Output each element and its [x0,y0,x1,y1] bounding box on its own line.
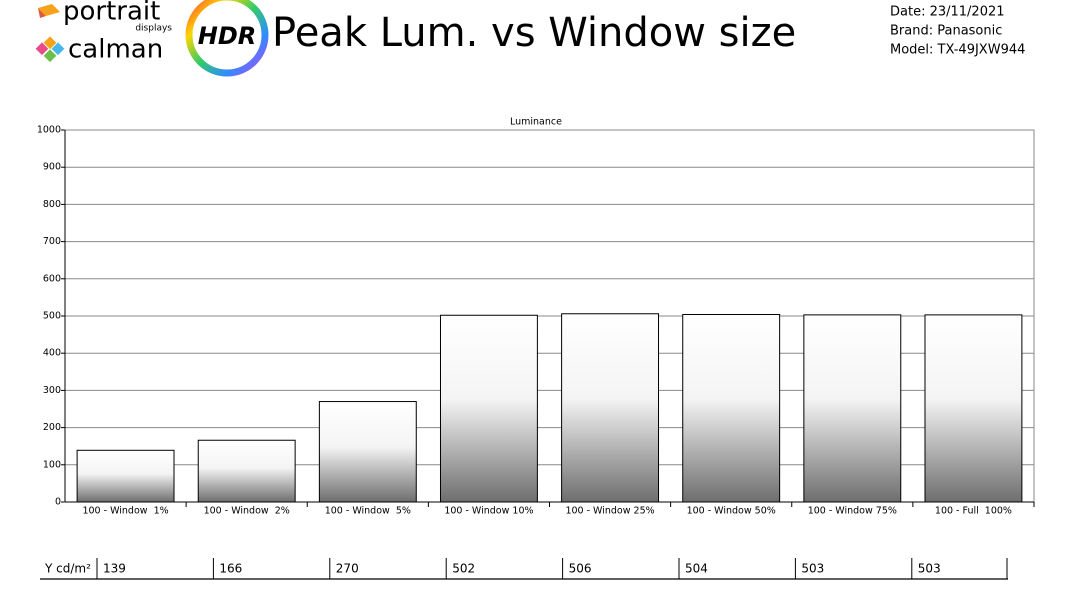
bar [561,313,660,503]
y-tick-label: 200 [43,422,61,433]
bar [318,401,417,503]
table-value: 504 [685,562,708,576]
y-tick-label: 0 [55,497,61,508]
bar [803,314,902,503]
row-label: Y cd/m² [44,562,91,576]
page-title: Peak Lum. vs Window size [272,10,796,56]
table-value: 503 [918,562,941,576]
y-tick-label: 300 [43,385,61,396]
y-tick-label: 800 [43,199,61,210]
model: Model: TX-49JXW944 [890,43,1025,58]
x-tick-label: 100 - Window 5% [325,506,411,517]
y-tick-label: 900 [43,162,61,173]
logo-text: calman [68,35,163,65]
y-tick-label: 400 [43,348,61,359]
brand: Brand: Panasonic [890,24,1002,39]
x-tick-label: 100 - Window 10% [444,506,533,517]
y-tick-label: 100 [43,459,61,470]
x-tick-label: 100 - Window 50% [687,506,776,517]
bar [197,439,296,503]
logo-text: portrait [63,0,160,27]
y-tick-label: 500 [43,311,61,322]
table-value: 166 [219,562,242,576]
table-value: 270 [336,562,359,576]
x-tick-label: 100 - Window 2% [204,506,290,517]
bar [682,314,781,503]
x-tick-label: 100 - Full 100% [935,506,1012,517]
bar [924,314,1023,503]
x-tick-label: 100 - Window 25% [565,506,654,517]
hdr-badge: HDR [198,22,257,50]
logo: portrait displays calman HDR [35,0,269,77]
table-value: 139 [103,562,126,576]
bar [76,449,175,503]
date: Date: 23/11/2021 [890,5,1005,20]
bar [439,314,538,503]
y-tick-label: 600 [43,273,61,284]
x-tick-label: 100 - Window 1% [82,506,168,517]
y-tick-label: 1000 [37,125,61,136]
y-tick-label: 700 [43,236,61,247]
table-value: 506 [569,562,592,576]
chart-title: Luminance [510,117,562,128]
x-tick-label: 100 - Window 75% [808,506,897,517]
table-value: 502 [452,562,475,576]
logo-subtext: displays [135,24,172,34]
table-value: 503 [801,562,824,576]
